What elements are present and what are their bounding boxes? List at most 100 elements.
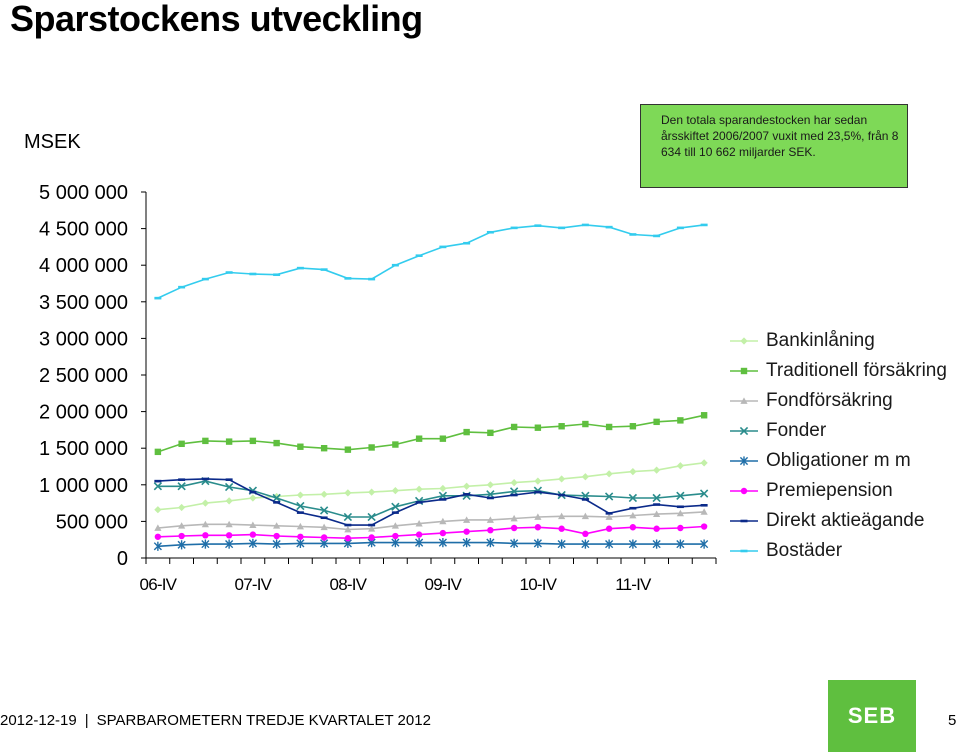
data-point	[344, 446, 352, 453]
x-tick-label: 08-IV	[330, 575, 368, 594]
y-tick-label: 2 500 000	[39, 365, 128, 387]
data-point	[368, 444, 375, 451]
data-point	[320, 534, 328, 541]
legend-swatch	[730, 337, 758, 345]
data-point	[201, 520, 209, 528]
data-point	[391, 538, 400, 548]
data-point	[534, 524, 542, 531]
data-point	[463, 482, 471, 490]
legend-swatch	[730, 397, 758, 404]
data-point	[154, 506, 162, 514]
data-point	[153, 482, 163, 491]
data-point	[154, 448, 162, 456]
legend-swatch	[730, 487, 758, 495]
data-point	[510, 524, 518, 532]
legend-item: Direkt aktieägande	[730, 506, 947, 536]
data-point	[368, 525, 376, 532]
data-point	[558, 512, 566, 520]
data-point	[273, 522, 281, 529]
data-point	[248, 538, 257, 548]
data-point	[273, 439, 280, 447]
page-number: 5	[948, 712, 957, 729]
data-point	[177, 482, 186, 491]
data-point	[581, 512, 589, 520]
x-tick-label: 11-IV	[615, 575, 652, 594]
data-point	[462, 538, 471, 548]
series-line	[157, 224, 705, 299]
legend-swatch	[730, 426, 758, 436]
y-tick-label: 1 500 000	[39, 438, 128, 460]
legend-swatch	[730, 456, 758, 466]
summary-callout: Den totala sparandestocken har sedan års…	[640, 104, 908, 188]
data-point	[391, 487, 399, 495]
x-tick-label: 06-IV	[140, 575, 178, 594]
y-tick-label: 2 000 000	[39, 402, 128, 424]
data-point	[629, 423, 637, 430]
data-point	[582, 420, 589, 428]
data-point	[676, 491, 685, 500]
data-point	[677, 417, 684, 424]
data-point	[581, 473, 589, 481]
y-tick-label: 500 000	[56, 511, 128, 533]
legend-swatch	[730, 367, 758, 375]
data-point	[178, 503, 186, 512]
data-point	[154, 524, 162, 531]
data-point	[296, 501, 305, 511]
data-point	[249, 521, 257, 528]
data-point	[557, 539, 566, 549]
data-point	[510, 514, 518, 522]
data-point	[415, 485, 423, 493]
data-point	[534, 513, 542, 520]
data-point	[629, 511, 637, 519]
data-point	[319, 506, 329, 515]
line-chart: MSEK 0 500 000 1 000 000 1 500 000 2 000 000 2…	[24, 131, 717, 594]
data-point	[700, 508, 708, 515]
data-point	[605, 470, 613, 478]
y-tick-label: 3 500 000	[39, 292, 128, 314]
data-point	[391, 522, 399, 529]
series-2	[154, 508, 708, 533]
data-point	[629, 524, 637, 531]
data-point	[605, 539, 614, 549]
data-point	[510, 479, 518, 487]
data-point	[486, 538, 495, 548]
series-0	[154, 459, 708, 514]
data-point	[486, 481, 494, 489]
data-point	[558, 525, 565, 532]
series-7	[154, 223, 708, 300]
x-tick-label: 07-IV	[235, 575, 273, 594]
legend-item: Bostäder	[730, 536, 947, 566]
legend-swatch-marker	[740, 397, 748, 404]
data-point	[463, 528, 470, 535]
data-point	[225, 532, 233, 539]
data-point	[486, 516, 494, 523]
data-point	[272, 539, 281, 549]
data-point	[296, 522, 304, 530]
data-point	[415, 531, 423, 538]
data-point	[677, 524, 684, 532]
data-point	[225, 497, 233, 505]
data-point	[558, 475, 566, 483]
y-tick-label: 0	[117, 548, 128, 570]
data-point	[653, 525, 660, 532]
data-point	[367, 512, 376, 522]
legend-label: Bostäder	[766, 540, 843, 561]
legend-label: Traditionell försäkring	[766, 360, 947, 381]
data-point	[438, 538, 447, 548]
data-point	[344, 489, 352, 497]
data-point	[510, 538, 519, 548]
legend-label: Fondförsäkring	[766, 390, 893, 411]
chart-legend: Bankinlåning Traditionell försäkring Fondf…	[730, 326, 947, 566]
data-point	[533, 538, 542, 548]
data-point	[700, 523, 708, 530]
data-point	[581, 539, 590, 549]
legend-swatch-marker	[739, 426, 749, 436]
data-point	[605, 423, 613, 431]
data-point	[178, 522, 186, 529]
seb-logo: SEB	[828, 680, 916, 752]
logo-text: SEB	[847, 703, 897, 728]
data-point	[153, 541, 162, 551]
data-point	[463, 516, 471, 523]
data-point	[391, 502, 400, 511]
footer-text: SPARBAROMETERN TREDJE KVARTALET 2012	[96, 712, 431, 729]
